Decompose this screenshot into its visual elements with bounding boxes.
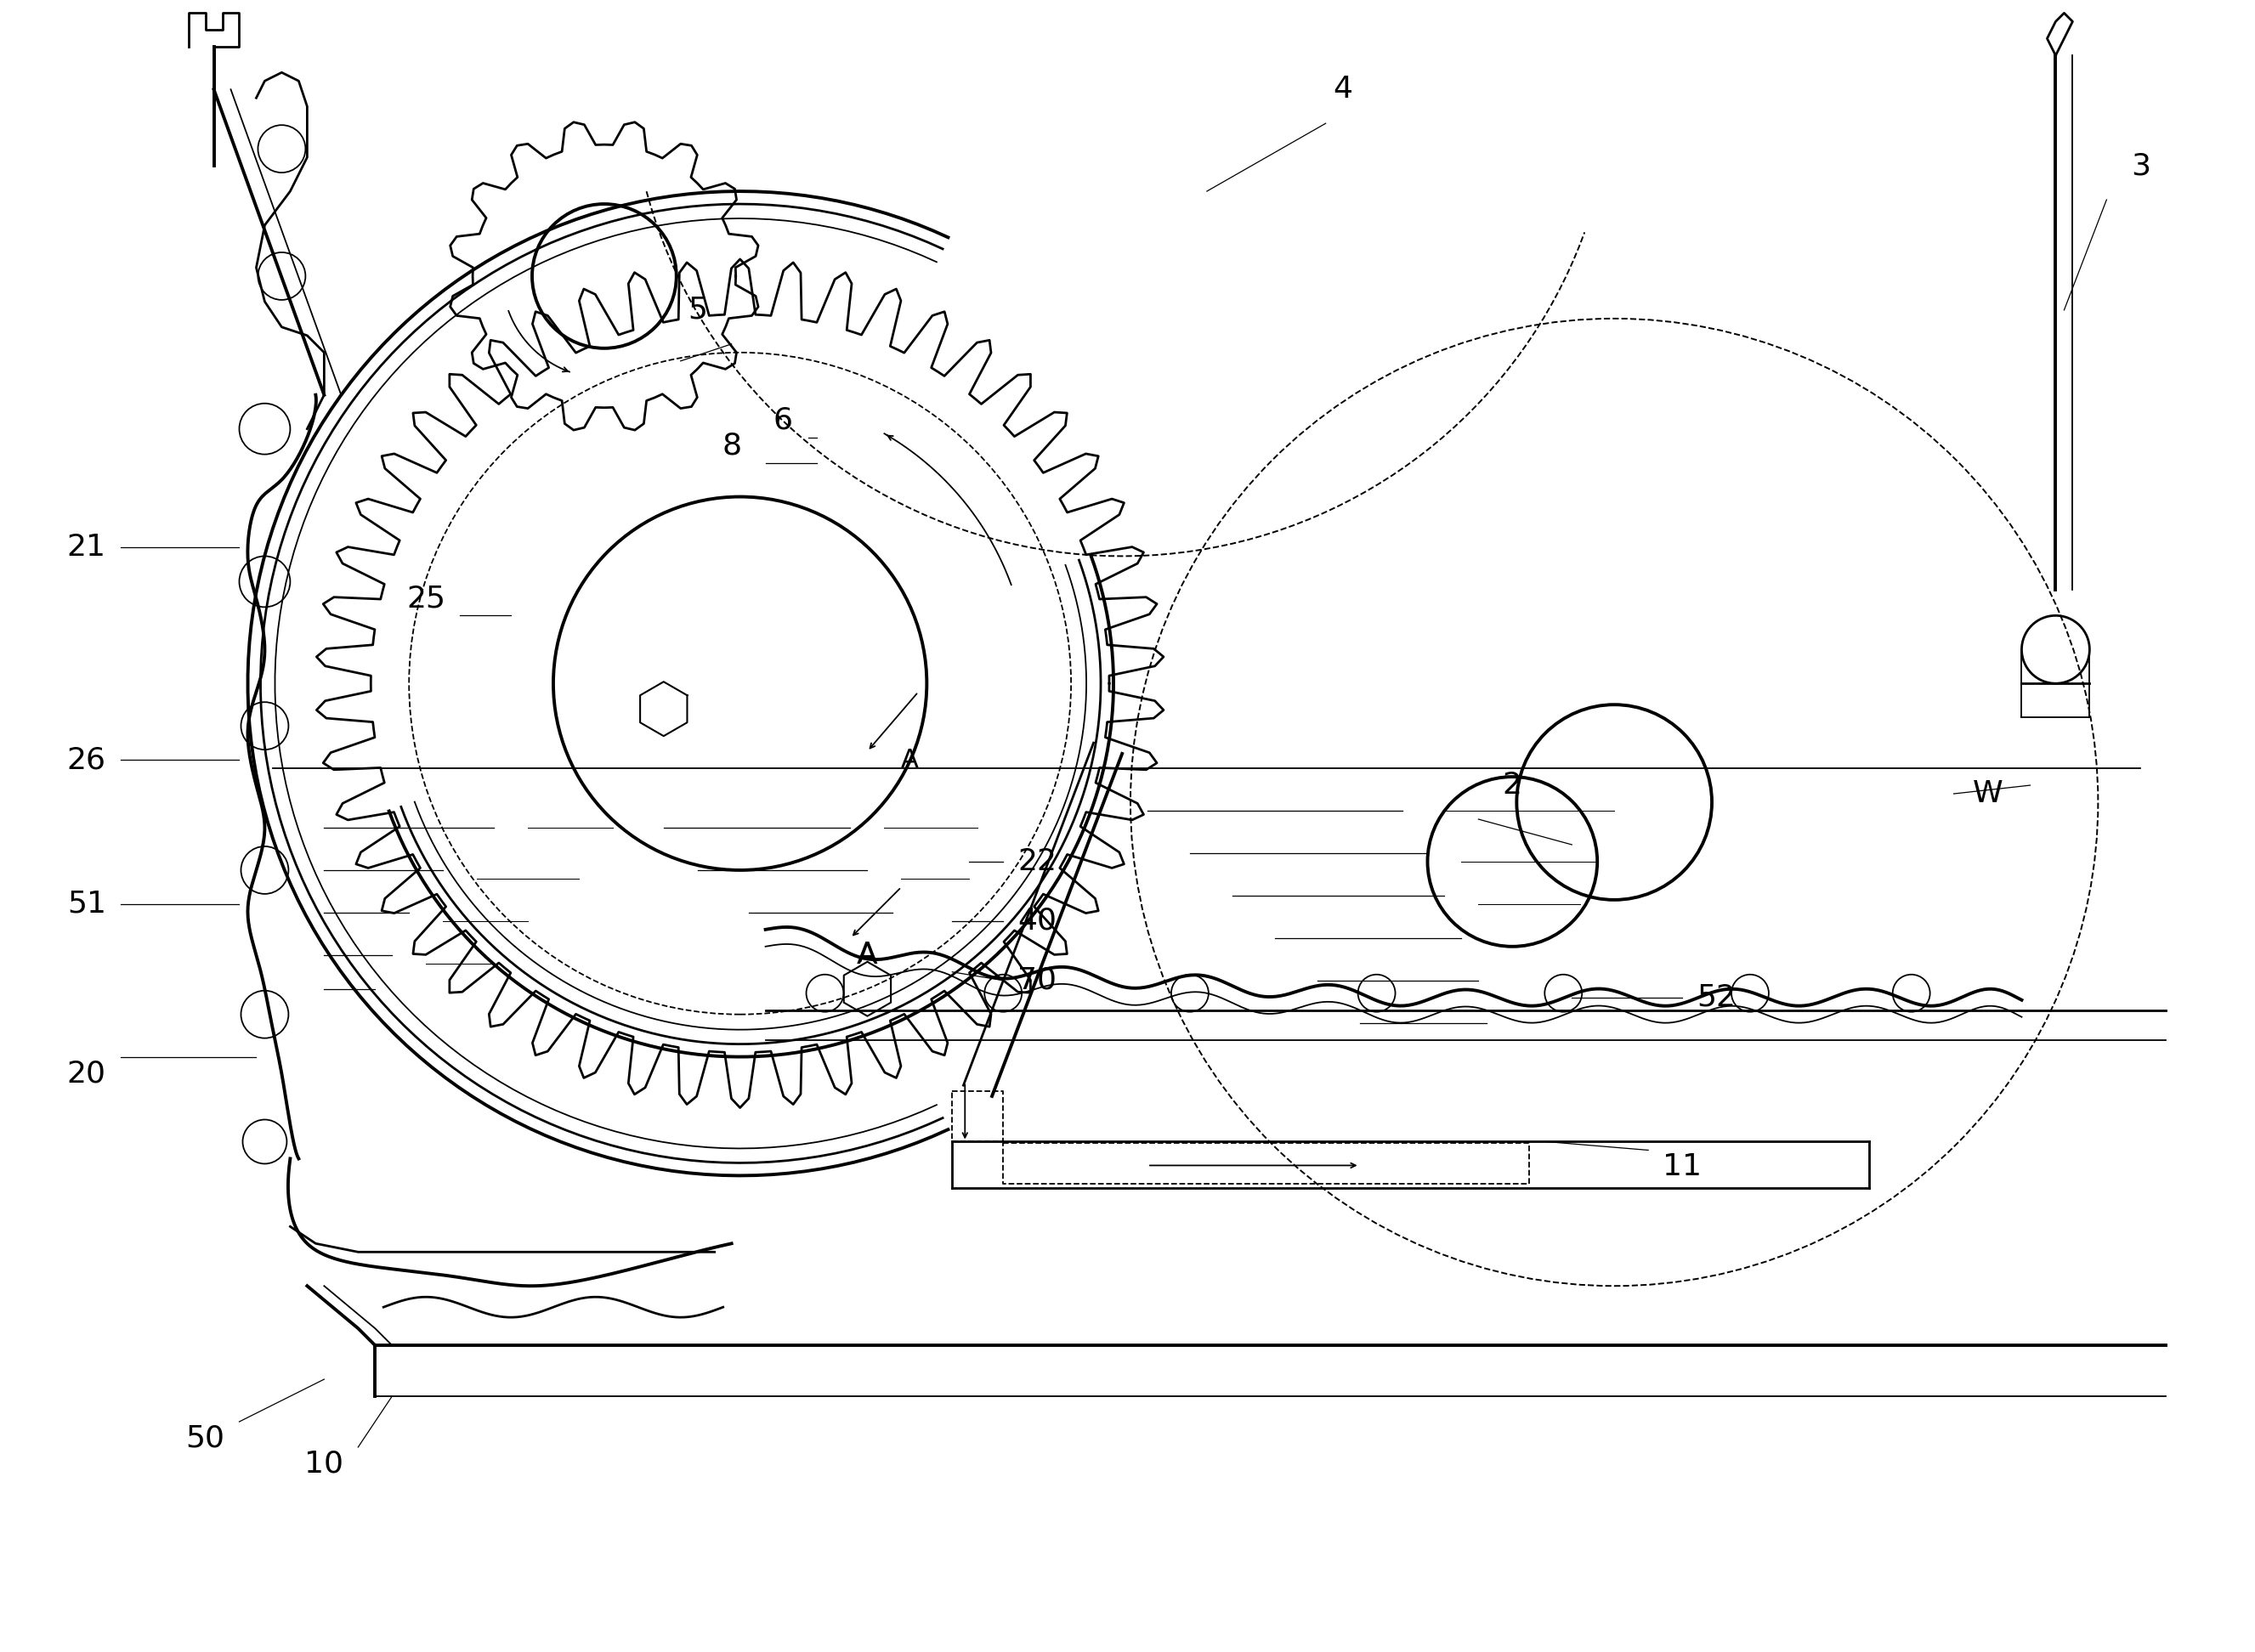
Text: 8: 8 [722, 431, 742, 461]
Text: A: A [859, 943, 877, 968]
Text: 51: 51 [68, 890, 106, 919]
Text: 6: 6 [773, 406, 792, 434]
Text: 4: 4 [1333, 74, 1353, 104]
Text: 52: 52 [1696, 983, 1736, 1013]
Text: 70: 70 [1017, 966, 1058, 995]
Text: 10: 10 [304, 1450, 343, 1479]
Text: 25: 25 [406, 585, 446, 613]
Text: 2: 2 [1502, 771, 1522, 800]
Text: 20: 20 [68, 1059, 106, 1089]
Text: A: A [857, 940, 877, 970]
Text: 26: 26 [68, 745, 106, 775]
Text: 21: 21 [68, 534, 106, 562]
Text: 11: 11 [1662, 1153, 1703, 1181]
Text: 22: 22 [1017, 847, 1058, 876]
Text: 3: 3 [2131, 152, 2151, 180]
Text: 40: 40 [1017, 907, 1058, 935]
Text: 5: 5 [688, 296, 708, 324]
Text: A: A [902, 747, 918, 771]
Text: 50: 50 [185, 1424, 226, 1454]
Text: W: W [1973, 780, 2002, 808]
